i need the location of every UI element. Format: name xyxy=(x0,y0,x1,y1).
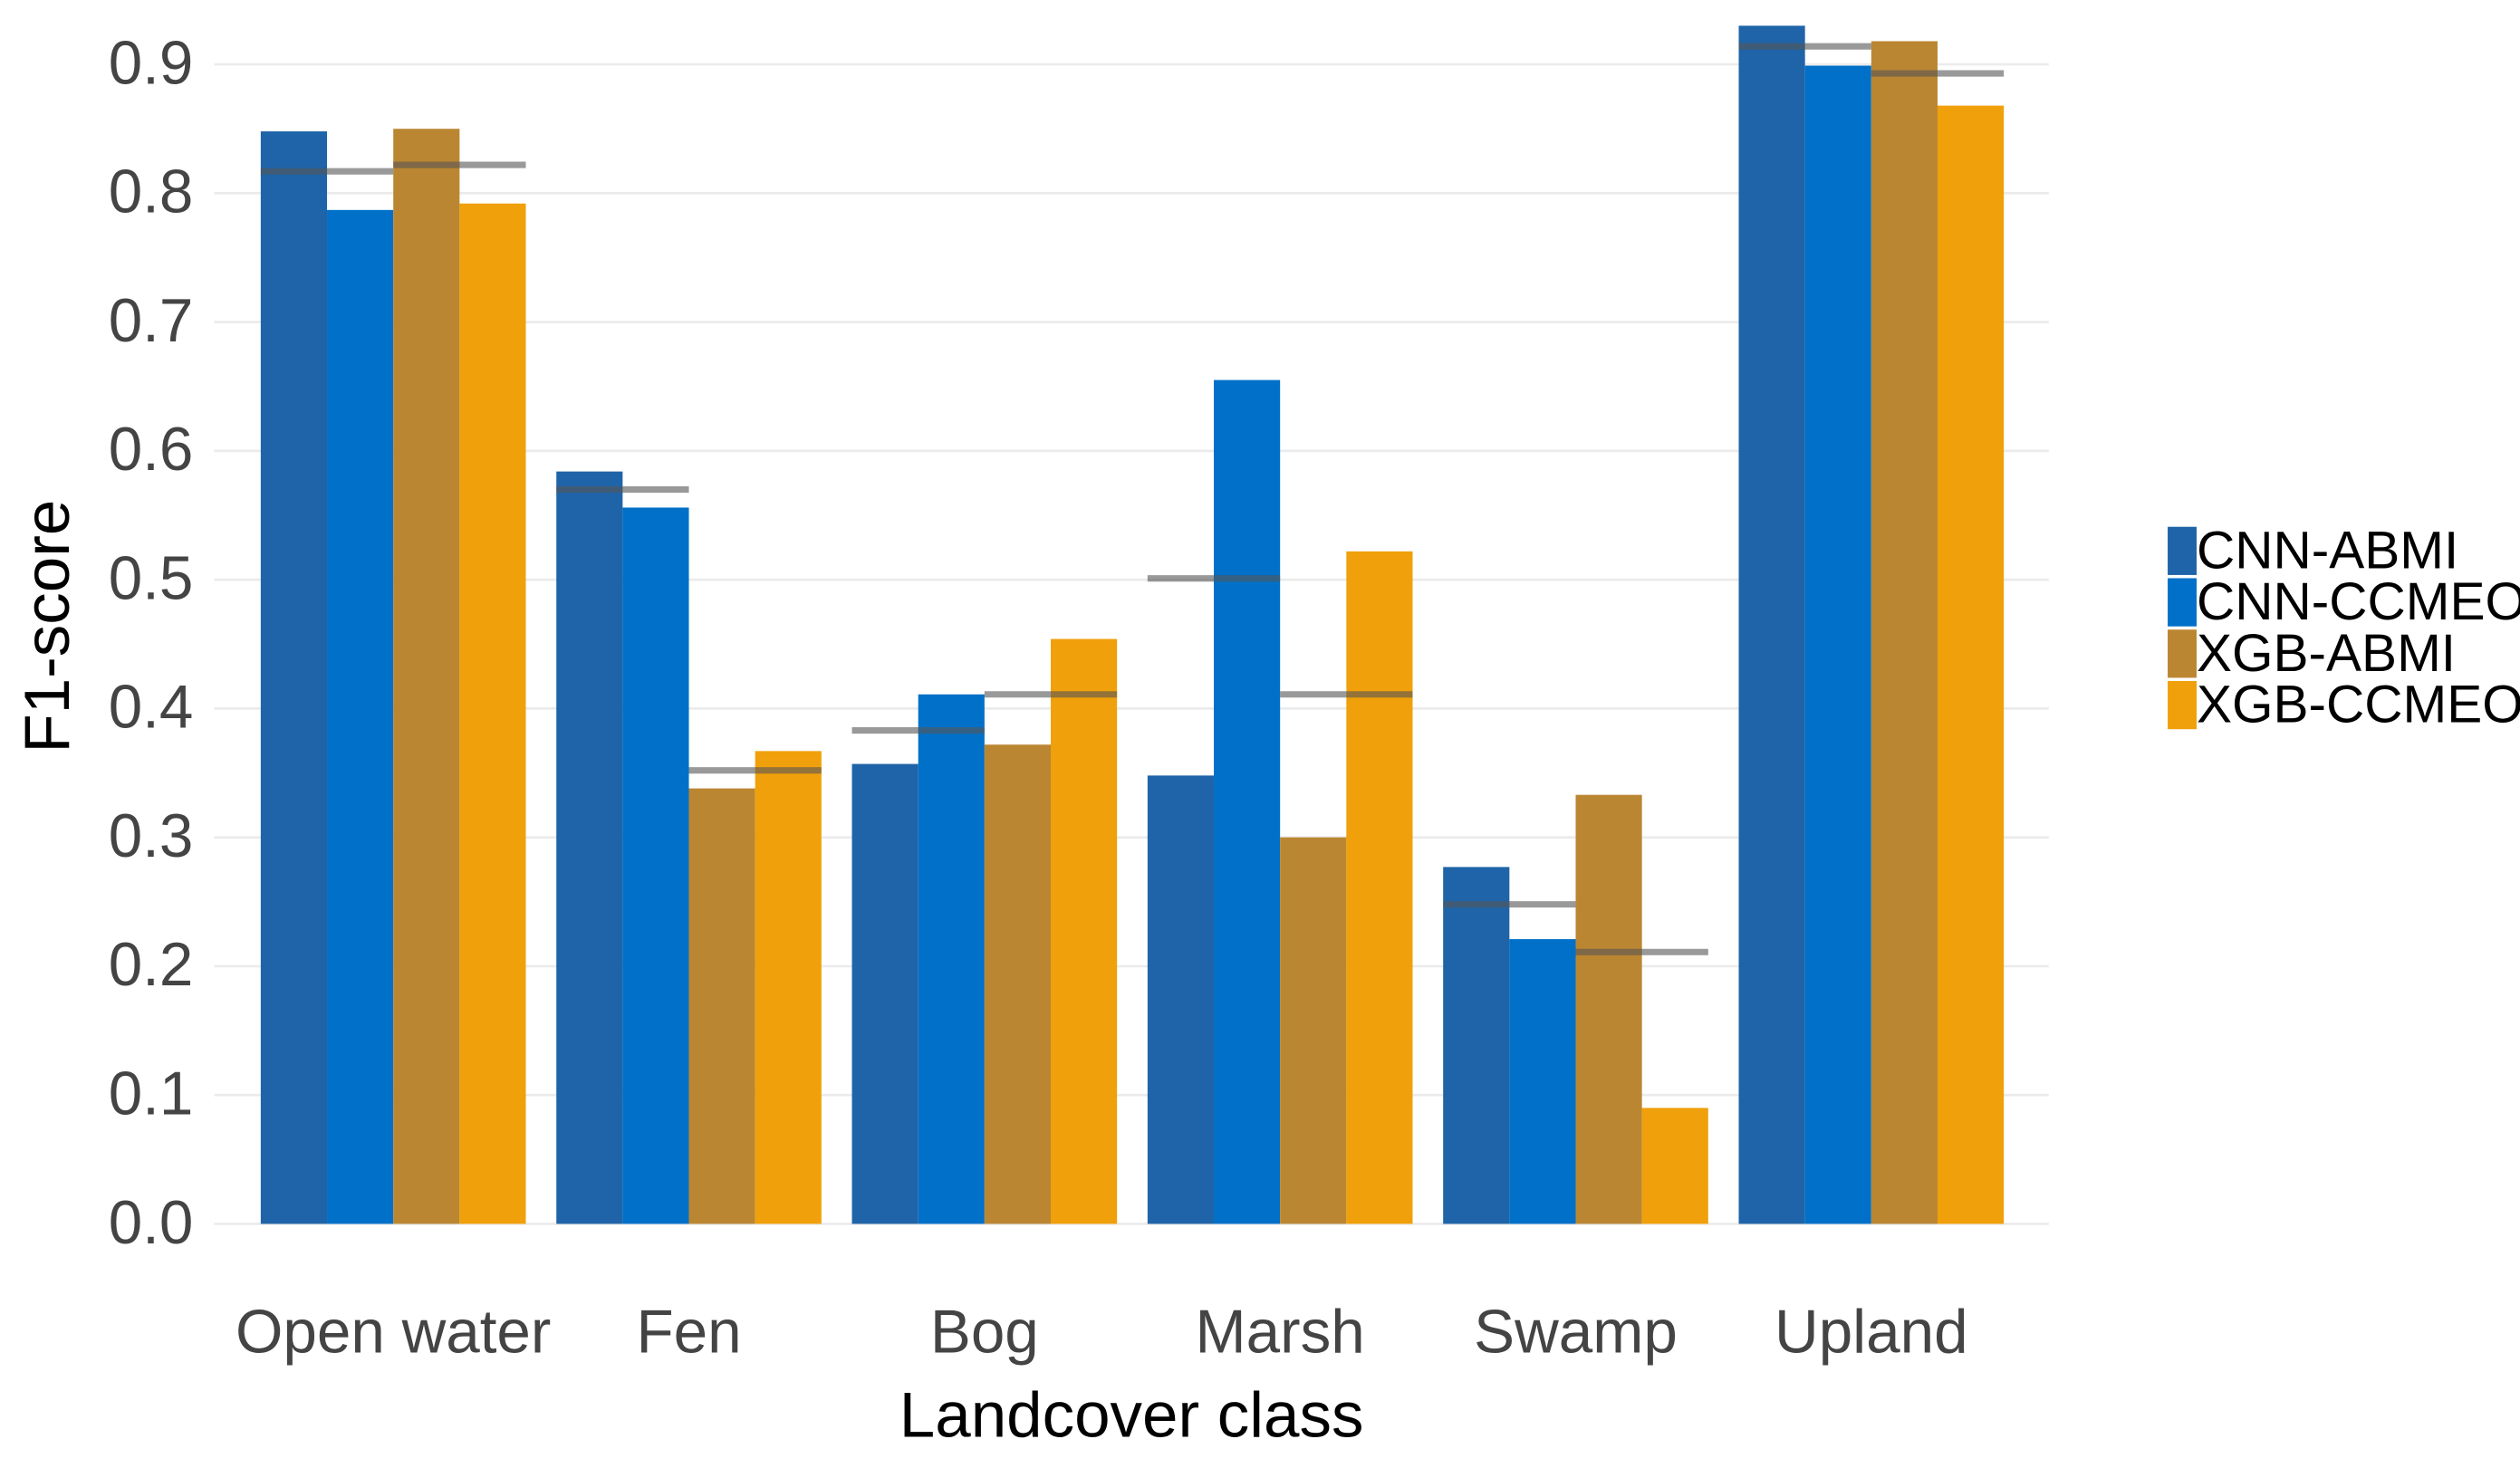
bar xyxy=(459,203,526,1224)
legend-label: XGB-ABMI xyxy=(2197,624,2456,683)
x-tick-label: Marsh xyxy=(1196,1298,1365,1366)
y-tick-label: 0.3 xyxy=(109,802,194,870)
bar xyxy=(1641,1108,1708,1224)
legend-swatch xyxy=(2168,629,2197,678)
legend-label: XGB-CCMEO xyxy=(2197,676,2520,734)
bar xyxy=(1147,775,1215,1224)
x-tick-label: Bog xyxy=(930,1298,1039,1366)
x-tick-label: Swamp xyxy=(1474,1298,1678,1366)
y-axis-title: F1-score xyxy=(12,500,83,753)
bar xyxy=(918,694,985,1224)
bar xyxy=(1346,551,1413,1224)
y-tick-label: 0.1 xyxy=(109,1060,194,1128)
y-tick-label: 0.2 xyxy=(109,931,194,999)
bar xyxy=(556,471,623,1224)
bar xyxy=(1443,867,1510,1224)
bar xyxy=(1280,837,1347,1224)
bar xyxy=(1575,794,1642,1224)
bar xyxy=(1050,638,1118,1224)
x-tick-label: Upland xyxy=(1775,1298,1968,1366)
y-tick-label: 0.6 xyxy=(109,416,194,484)
x-tick-label: Open water xyxy=(236,1298,551,1366)
bar xyxy=(755,751,822,1224)
y-tick-label: 0.7 xyxy=(109,287,194,355)
y-tick-label: 0.8 xyxy=(109,158,194,226)
legend-swatch xyxy=(2168,578,2197,627)
y-tick-label: 0.9 xyxy=(109,29,194,97)
legend-label: CNN-CCMEO xyxy=(2197,572,2520,631)
legend-label: CNN-ABMI xyxy=(2197,521,2458,580)
y-tick-label: 0.5 xyxy=(109,544,194,612)
bar xyxy=(688,788,755,1224)
legend-swatch xyxy=(2168,526,2197,575)
x-axis-title: Landcover class xyxy=(899,1380,1364,1452)
x-tick-label: Fen xyxy=(636,1298,741,1366)
bar xyxy=(1214,379,1281,1224)
y-tick-label: 0.4 xyxy=(109,674,194,742)
bar xyxy=(393,129,460,1224)
bar xyxy=(984,744,1051,1224)
legend-swatch xyxy=(2168,680,2197,730)
bar xyxy=(260,131,328,1224)
y-tick-label: 0.0 xyxy=(109,1189,194,1257)
bar xyxy=(1738,25,1805,1224)
bar xyxy=(622,507,689,1224)
bar xyxy=(1509,939,1576,1224)
bar xyxy=(1804,65,1871,1224)
bar xyxy=(1871,41,1938,1224)
bar xyxy=(327,209,394,1224)
bar xyxy=(1937,105,2005,1224)
bar xyxy=(851,763,919,1224)
